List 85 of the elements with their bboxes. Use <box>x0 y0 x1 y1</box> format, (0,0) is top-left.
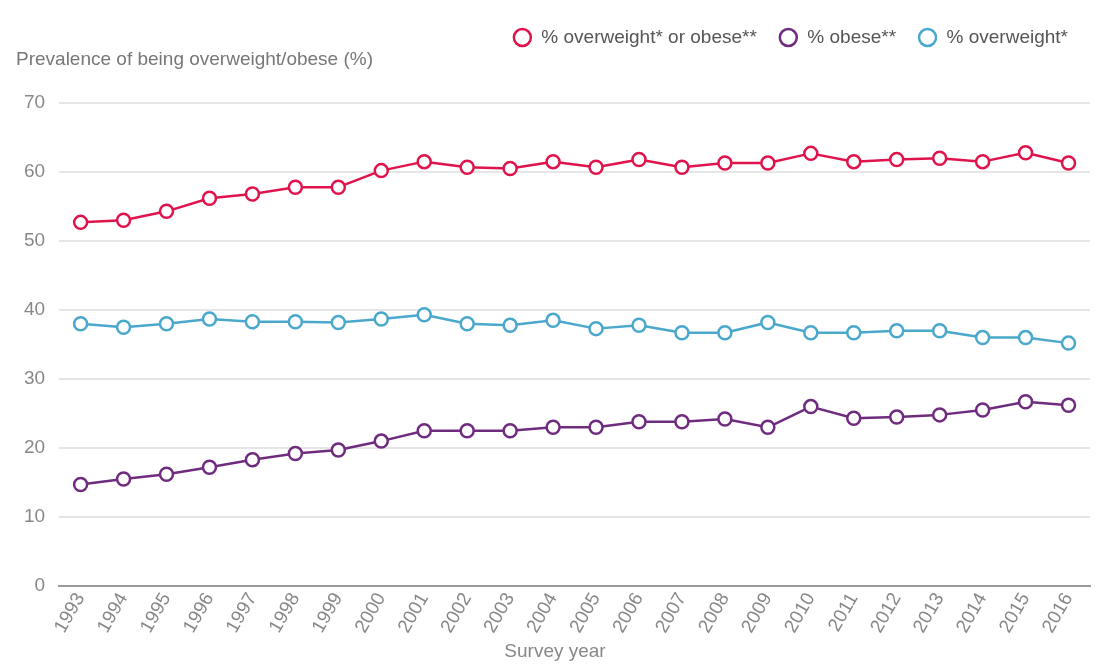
point <box>287 313 304 330</box>
point <box>974 402 991 418</box>
point <box>717 325 733 341</box>
point <box>674 159 690 175</box>
point <box>502 160 518 177</box>
point <box>888 409 905 425</box>
point <box>502 423 518 439</box>
y-tick-label: 30 <box>23 367 46 389</box>
point <box>760 155 776 171</box>
point <box>158 316 175 332</box>
point <box>717 155 733 171</box>
point <box>1017 144 1034 161</box>
point <box>416 153 432 170</box>
point <box>158 203 175 220</box>
point <box>115 471 132 487</box>
point <box>287 445 304 462</box>
point <box>931 150 948 166</box>
point <box>158 466 175 482</box>
point <box>115 212 132 229</box>
y-tick-label: 50 <box>23 229 46 251</box>
point <box>244 313 261 330</box>
point <box>888 322 905 339</box>
y-tick-label: 10 <box>23 505 46 527</box>
point <box>974 153 991 170</box>
point <box>717 411 733 427</box>
point <box>72 476 89 493</box>
legend-label: % obese** <box>807 25 897 47</box>
point <box>416 307 432 323</box>
point <box>1017 394 1034 410</box>
point <box>846 153 862 170</box>
point <box>502 317 518 333</box>
point <box>244 451 261 468</box>
point <box>201 190 218 206</box>
point <box>631 151 647 168</box>
point <box>72 316 89 332</box>
y-tick-label: 40 <box>23 298 46 320</box>
point <box>373 311 390 327</box>
point <box>459 423 475 439</box>
point <box>803 145 819 162</box>
y-tick-label: 20 <box>23 436 46 458</box>
point <box>631 414 647 430</box>
y-tick-label: 70 <box>23 91 46 113</box>
y-tick-label: 60 <box>23 160 46 182</box>
point <box>1060 397 1077 413</box>
point <box>760 419 776 436</box>
point <box>674 414 690 430</box>
point <box>330 179 347 195</box>
legend-label: % overweight* or obese** <box>541 25 758 47</box>
point <box>545 312 561 329</box>
point <box>1017 329 1034 346</box>
point <box>631 317 647 333</box>
point <box>72 214 89 231</box>
point <box>803 325 819 341</box>
point <box>115 319 132 335</box>
point <box>674 325 690 341</box>
point <box>846 325 862 341</box>
point <box>201 311 218 327</box>
point <box>1060 335 1077 351</box>
point <box>588 419 604 436</box>
point <box>974 329 991 346</box>
x-axis-title: Survey year <box>503 640 607 662</box>
point <box>846 410 862 427</box>
point <box>1060 155 1077 171</box>
point <box>373 433 390 449</box>
point <box>931 322 948 339</box>
point <box>760 314 776 331</box>
point <box>888 151 905 168</box>
point <box>459 159 475 175</box>
legend-label: % overweight* <box>946 25 1069 47</box>
y-axis-title: Prevalence of being overweight/obese (%) <box>16 48 373 70</box>
point <box>416 423 432 439</box>
point <box>330 314 347 331</box>
point <box>931 407 948 423</box>
point <box>244 186 261 202</box>
point <box>287 179 304 195</box>
point <box>588 159 604 175</box>
point <box>803 398 819 415</box>
point <box>459 316 475 332</box>
point <box>373 162 390 179</box>
point <box>201 459 218 476</box>
point <box>545 153 561 170</box>
point <box>588 320 604 337</box>
y-tick-label: 0 <box>34 574 46 596</box>
point <box>545 419 561 436</box>
point <box>330 442 347 458</box>
